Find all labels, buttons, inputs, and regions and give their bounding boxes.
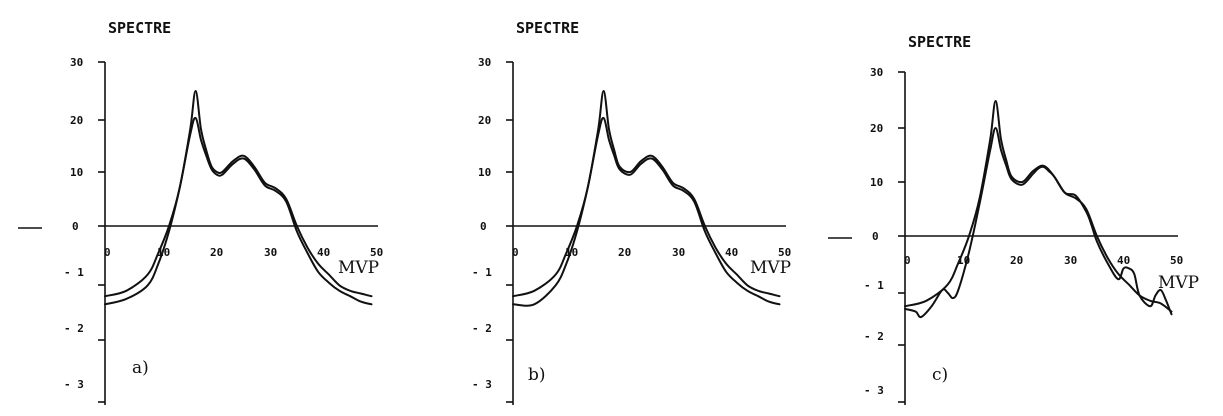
panel-label: c) — [932, 365, 948, 385]
panel-a: SPECTRE 30 20 10 0 - 1 - 2 - 3 0 10 20 3… — [18, 19, 383, 405]
x-tick-label: 50 — [778, 246, 791, 259]
y-tick-label: 0 — [872, 230, 879, 243]
spectrum-curve-2 — [104, 116, 373, 306]
x-tick-label: 50 — [1170, 254, 1183, 267]
y-tick-label: - 2 — [864, 330, 884, 343]
y-tick-label: 10 — [478, 166, 491, 179]
x-tick-label: 30 — [672, 246, 685, 259]
panel-title: SPECTRE — [516, 19, 579, 37]
x-tick-label: 40 — [1117, 254, 1130, 267]
x-axis-label: MVP — [338, 258, 379, 278]
x-tick-label: 0 — [104, 246, 111, 259]
y-tick-label: - 3 — [864, 384, 884, 397]
panel-title: SPECTRE — [908, 33, 971, 51]
y-tick-label: 30 — [478, 56, 491, 69]
x-tick-label: 20 — [618, 246, 631, 259]
y-tick-label: - 1 — [472, 266, 492, 279]
panel-label: b) — [528, 365, 546, 385]
panel-c: SPECTRE 30 20 10 0 - 1 - 2 - 3 0 10 20 3… — [828, 33, 1199, 405]
y-tick-label: 20 — [70, 114, 83, 127]
x-tick-label: 30 — [1064, 254, 1077, 267]
series-group — [512, 90, 781, 307]
x-tick-label: 30 — [264, 246, 277, 259]
spectrum-curve-1 — [512, 90, 781, 298]
x-tick-label: 0 — [904, 254, 911, 267]
x-tick-label: 20 — [1010, 254, 1023, 267]
y-tick-label: - 3 — [472, 378, 492, 391]
spectrum-curve-2 — [512, 116, 781, 307]
x-tick-label: 40 — [317, 246, 330, 259]
y-tick-label: 10 — [870, 176, 883, 189]
y-tick-label: 30 — [870, 66, 883, 79]
x-tick-label: 40 — [725, 246, 738, 259]
spectrum-curve-1 — [104, 90, 373, 298]
x-axis-label: MVP — [750, 258, 791, 278]
y-tick-label: 20 — [870, 122, 883, 135]
y-tick-label: - 3 — [64, 378, 84, 391]
y-tick-label: - 2 — [472, 322, 492, 335]
panel-label: a) — [132, 358, 149, 378]
x-tick-label: 0 — [512, 246, 519, 259]
y-tick-label: 20 — [478, 114, 491, 127]
spectrum-curve-2 — [904, 127, 1173, 319]
x-tick-label: 50 — [370, 246, 383, 259]
series-group — [104, 90, 373, 306]
y-tick-label: 10 — [70, 166, 83, 179]
y-tick-label: - 2 — [64, 322, 84, 335]
spectrum-curve-1 — [904, 100, 1173, 313]
series-group — [904, 100, 1173, 319]
x-axis-label: MVP — [1158, 273, 1199, 293]
y-tick-label: 0 — [72, 220, 79, 233]
y-tick-label: - 1 — [64, 266, 84, 279]
y-tick-label: 0 — [480, 220, 487, 233]
y-tick-label: - 1 — [864, 279, 884, 292]
x-tick-label: 20 — [210, 246, 223, 259]
panel-title: SPECTRE — [108, 19, 171, 37]
y-tick-label: 30 — [70, 56, 83, 69]
panel-b: SPECTRE 30 20 10 0 - 1 - 2 - 3 0 10 20 3… — [472, 19, 791, 405]
